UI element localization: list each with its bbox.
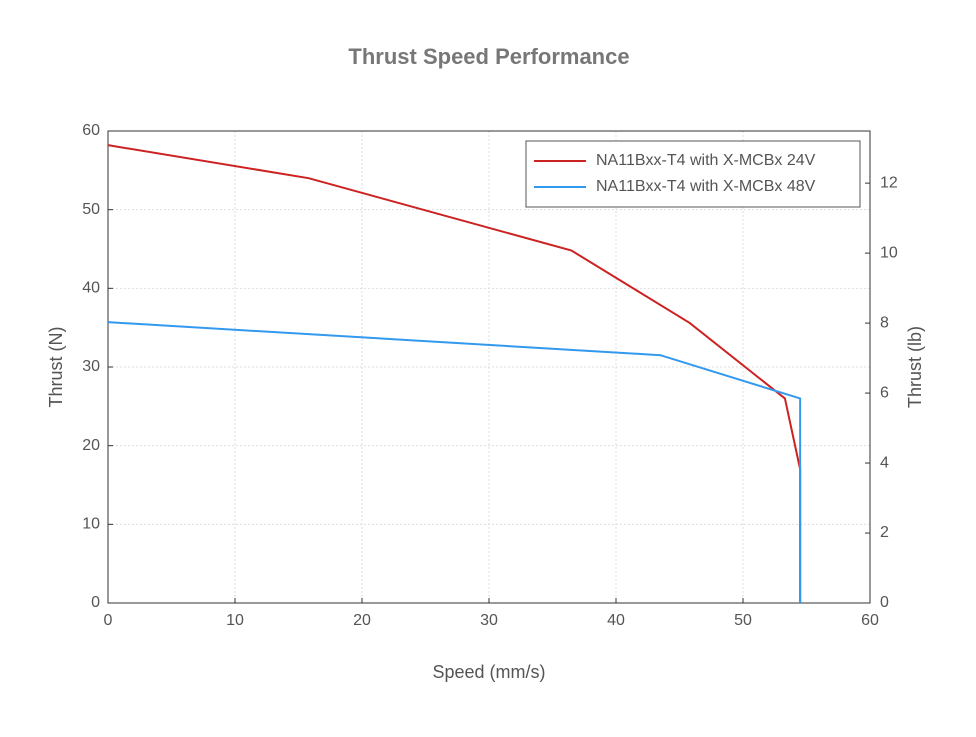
y-tick-label: 50	[82, 201, 100, 218]
x-tick-label: 30	[480, 612, 498, 629]
x-tick-label: 50	[734, 612, 752, 629]
x-tick-label: 40	[607, 612, 625, 629]
y-axis-label: Thrust (N)	[46, 327, 66, 408]
plot-frame	[107, 130, 871, 604]
y2-tick-label: 10	[880, 244, 898, 261]
y2-tick-label: 4	[880, 454, 889, 471]
y-tick-label: 60	[82, 122, 100, 139]
x-axis-label: Speed (mm/s)	[432, 662, 545, 682]
y2-tick-label: 2	[880, 524, 889, 541]
y-tick-label: 40	[82, 280, 100, 297]
legend-label: NA11Bxx-T4 with X-MCBx 24V	[596, 152, 816, 169]
y2-axis-label: Thrust (lb)	[905, 326, 925, 408]
x-tick-label: 60	[861, 612, 879, 629]
x-tick-label: 10	[226, 612, 244, 629]
y2-tick-label: 6	[880, 384, 889, 401]
y-tick-label: 30	[82, 358, 100, 375]
y-tick-label: 0	[91, 594, 100, 611]
x-tick-label: 20	[353, 612, 371, 629]
series-line	[107, 144, 802, 603]
series-line	[107, 321, 802, 603]
y2-tick-label: 0	[880, 594, 889, 611]
y2-tick-label: 8	[880, 314, 889, 331]
y2-tick-label: 12	[880, 174, 898, 191]
y-tick-label: 20	[82, 437, 100, 454]
legend-box	[525, 140, 861, 208]
legend-label: NA11Bxx-T4 with X-MCBx 48V	[596, 178, 816, 195]
y-tick-label: 10	[82, 516, 100, 533]
chart-title: Thrust Speed Performance	[348, 44, 629, 69]
x-tick-label: 0	[104, 612, 113, 629]
